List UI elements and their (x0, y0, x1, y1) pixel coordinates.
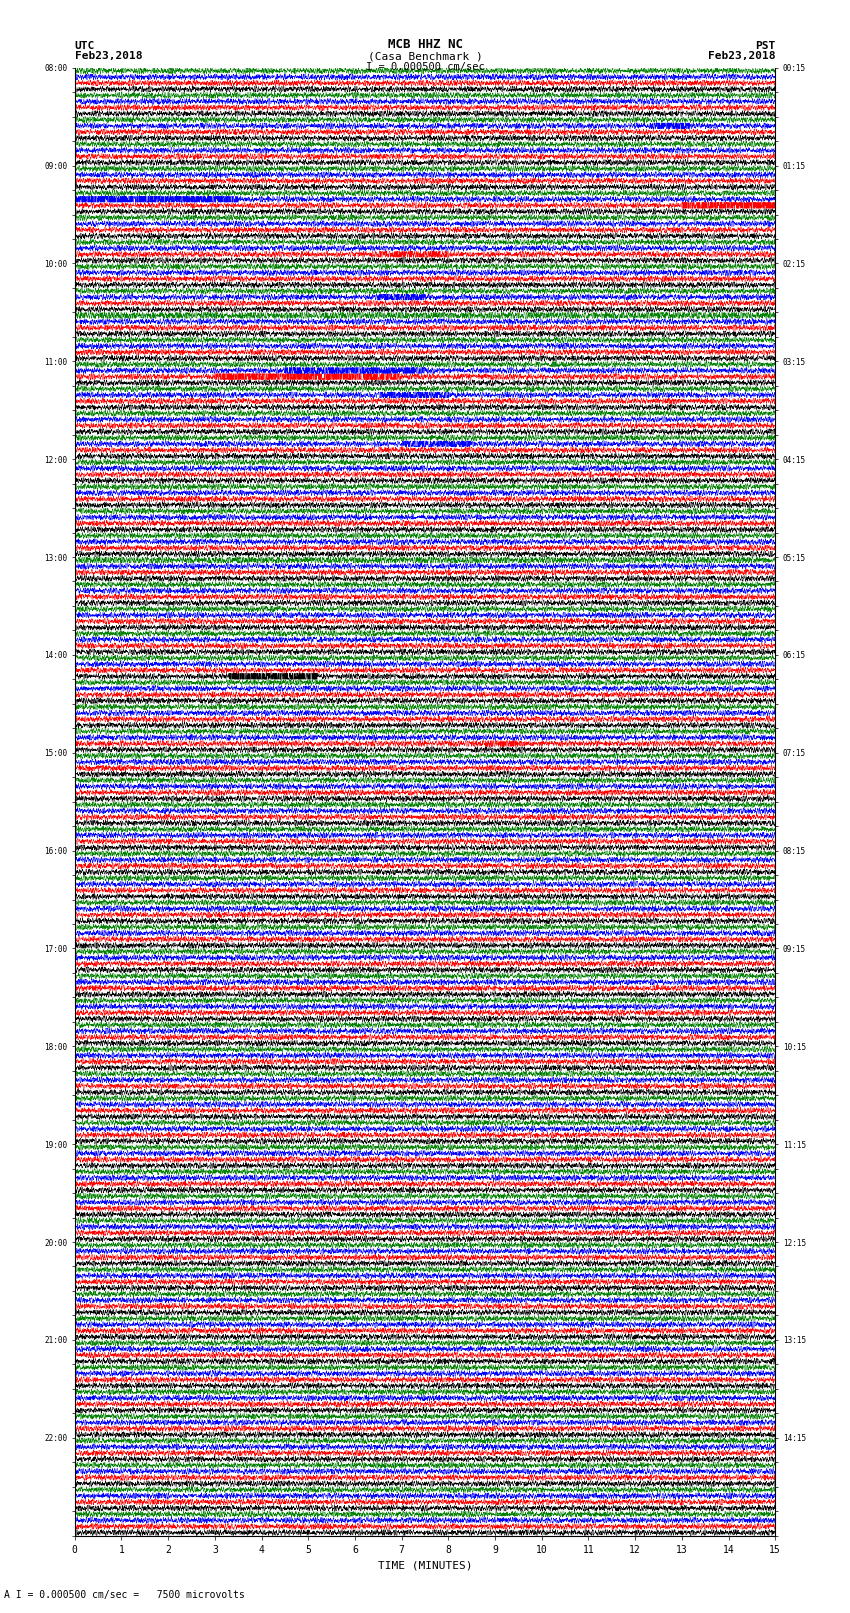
Text: Feb23,2018: Feb23,2018 (708, 52, 775, 61)
Text: A I = 0.000500 cm/sec =   7500 microvolts: A I = 0.000500 cm/sec = 7500 microvolts (4, 1590, 245, 1600)
Text: Feb23,2018: Feb23,2018 (75, 52, 142, 61)
X-axis label: TIME (MINUTES): TIME (MINUTES) (377, 1560, 473, 1569)
Text: UTC: UTC (75, 40, 95, 50)
Text: (Casa Benchmark ): (Casa Benchmark ) (367, 52, 483, 61)
Text: I = 0.000500 cm/sec: I = 0.000500 cm/sec (366, 61, 484, 71)
Text: MCB HHZ NC: MCB HHZ NC (388, 37, 462, 50)
Text: PST: PST (755, 40, 775, 50)
